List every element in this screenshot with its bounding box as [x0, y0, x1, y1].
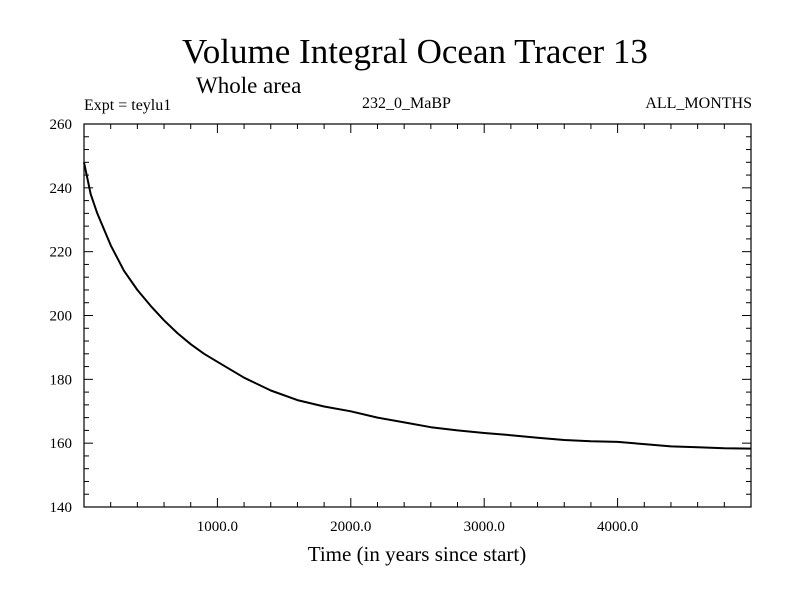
y-tick-label: 260: [50, 117, 73, 133]
axis-ticks: [83, 123, 752, 508]
y-tick-label: 200: [50, 309, 73, 325]
x-tick-label: 1000.0: [197, 519, 238, 535]
series-line: [83, 162, 752, 450]
x-tick-label: 3000.0: [464, 519, 505, 535]
y-tick-label: 140: [50, 500, 73, 516]
months-label: ALL_MONTHS: [645, 95, 752, 112]
x-tick-label: 2000.0: [330, 519, 371, 535]
y-tick-label: 220: [50, 245, 73, 261]
x-tick-label: 4000.0: [597, 519, 638, 535]
plot-frame: [83, 123, 752, 508]
chart-subtitle: Whole area: [196, 73, 302, 98]
experiment-label: Expt = teylu1: [84, 97, 172, 114]
y-tick-label: 240: [50, 181, 73, 197]
x-axis-label: Time (in years since start): [307, 542, 527, 566]
period-label: 232_0_MaBP: [362, 95, 451, 112]
axis-tick-labels: 1000.0 2000.0 3000.0 4000.0 140 160 180 200 220 2…: [50, 117, 639, 535]
series-group: [83, 162, 752, 450]
y-tick-label: 160: [50, 436, 73, 452]
y-tick-label: 180: [50, 372, 73, 388]
chart-title: Volume Integral Ocean Tracer 13: [182, 32, 648, 71]
